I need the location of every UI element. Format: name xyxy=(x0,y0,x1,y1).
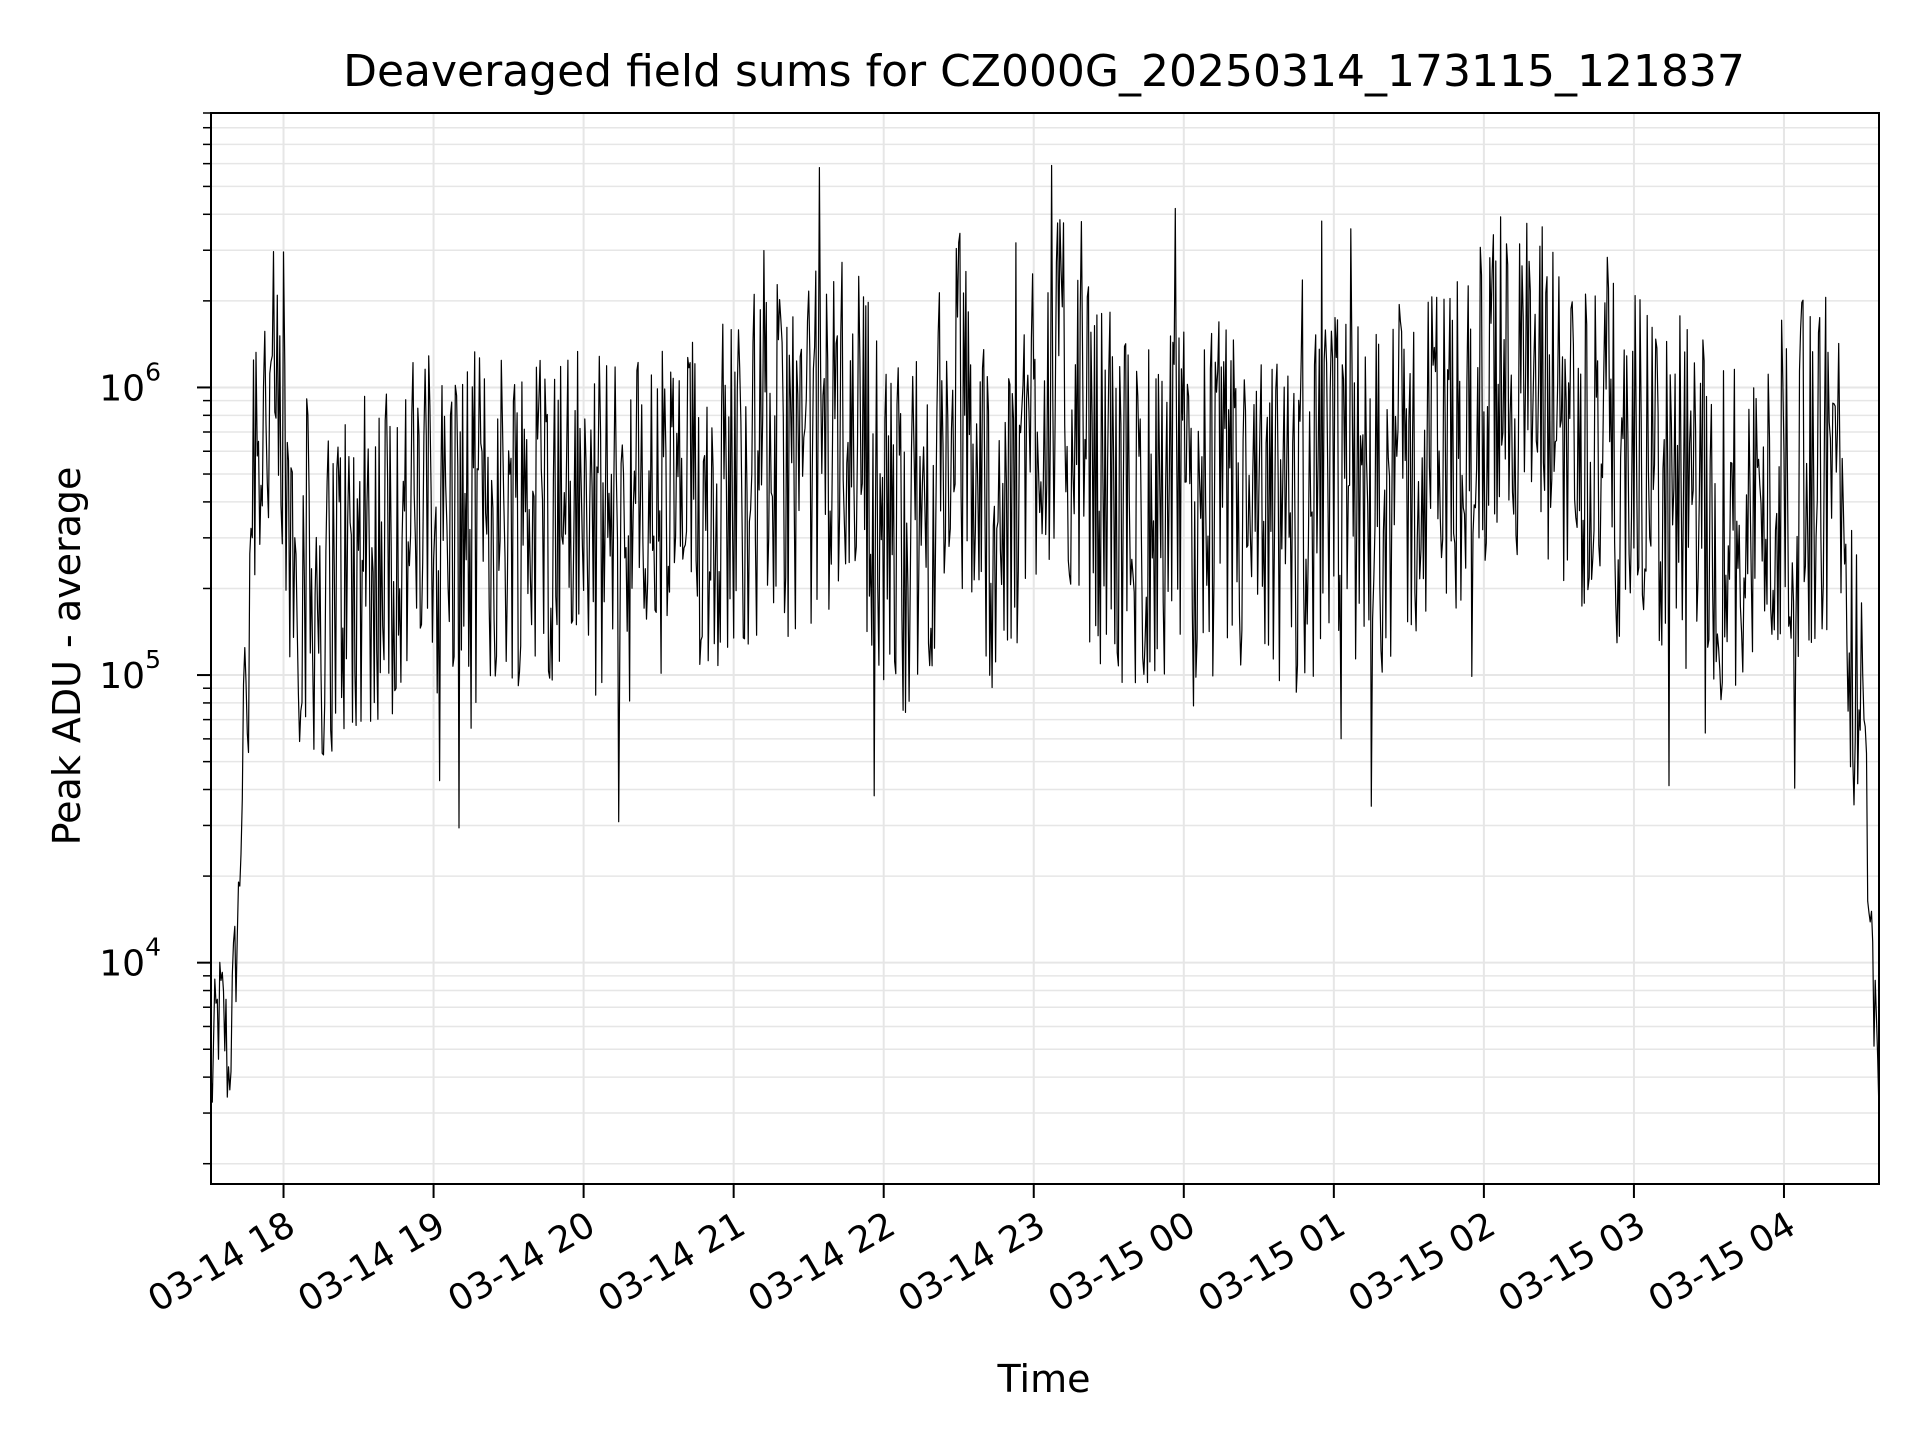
chart-title: Deaveraged field sums for CZ000G_2025031… xyxy=(343,46,1745,97)
plot-frame xyxy=(210,112,1880,1185)
y-tick-exponent: 4 xyxy=(145,933,161,962)
y-axis-label: Peak ADU - average xyxy=(45,467,89,846)
series-layer xyxy=(210,164,1880,1114)
x-axis-label: Time xyxy=(997,1357,1091,1401)
y-tick-exponent: 6 xyxy=(145,357,161,386)
y-tick-exponent: 5 xyxy=(145,645,161,674)
series-line xyxy=(210,164,1880,1114)
